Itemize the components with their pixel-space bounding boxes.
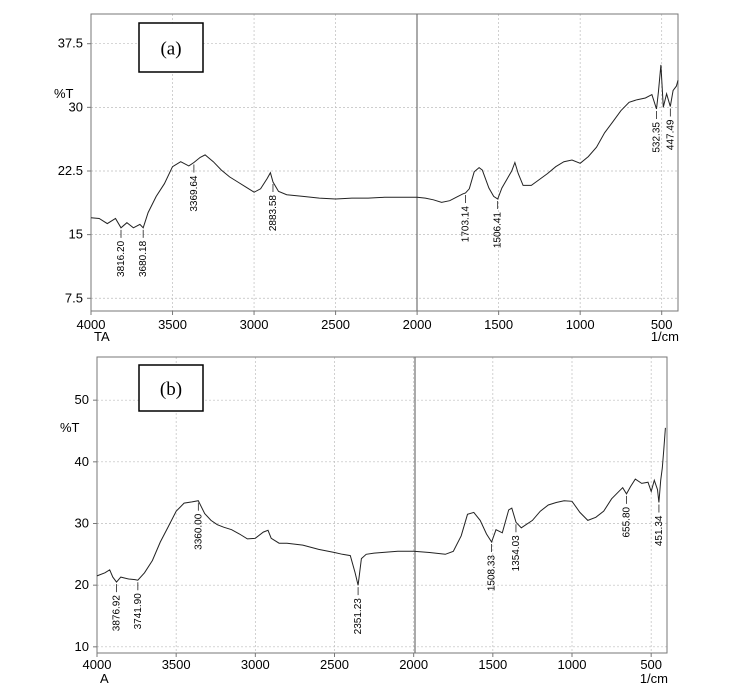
chart-panel-b: 10 20 30 40 50 4000 3500 3000 2500 2000 1500 1000 50… — [60, 356, 668, 686]
x-tick-label: 3000 — [240, 317, 269, 332]
y-axis-label: %T — [60, 420, 80, 435]
peak-label: 3741.90 — [133, 593, 144, 630]
x-axis-label: 1/cm — [651, 329, 679, 344]
x-tick-label: 2000 — [403, 317, 432, 332]
y-tick-label: 37.5 — [58, 36, 83, 51]
peak-label: 3680.18 — [138, 240, 149, 277]
y-tick-label: 30 — [75, 516, 89, 531]
y-tick-label: 50 — [75, 392, 89, 407]
peak-label: 3360.00 — [193, 513, 204, 550]
x-tick-label: 2000 — [399, 657, 428, 672]
x-tick-label: 4000 — [83, 657, 112, 672]
peak-label: 1506.41 — [493, 212, 504, 249]
peak-label: 447.49 — [665, 119, 676, 150]
y-tick-label: 20 — [75, 577, 89, 592]
corner-label: TA — [94, 329, 110, 344]
y-tick-label: 10 — [75, 639, 89, 654]
x-tick-label: 3500 — [162, 657, 191, 672]
peak-label: 3876.92 — [111, 595, 122, 632]
x-tick-label: 1000 — [558, 657, 587, 672]
x-tick-label: 500 — [651, 317, 673, 332]
x-tick-label: 1000 — [566, 317, 595, 332]
x-tick-label: 2500 — [320, 657, 349, 672]
peak-label: 532.35 — [651, 122, 662, 153]
peak-label: 655.80 — [621, 506, 632, 537]
peak-label: 2351.23 — [353, 598, 364, 635]
panel-label: (b) — [160, 379, 182, 400]
chart-panel-a: 7.5 15 22.5 30 37.5 4000 3500 3000 2500 2000 1500 1… — [54, 13, 679, 344]
x-tick-label: 3000 — [241, 657, 270, 672]
peak-label: 2883.58 — [268, 195, 279, 232]
peak-label: 1703.14 — [461, 206, 472, 243]
panel-label: (a) — [160, 39, 181, 60]
y-tick-label: 30 — [69, 99, 83, 114]
plot-frame — [96, 356, 668, 654]
x-tick-label: 2500 — [321, 317, 350, 332]
peak-label: 1354.03 — [511, 535, 522, 572]
x-tick-label: 1500 — [484, 317, 513, 332]
x-tick-label: 500 — [640, 657, 662, 672]
peak-label: 3816.20 — [116, 240, 127, 277]
y-tick-label: 40 — [75, 454, 89, 469]
peak-label: 1508.33 — [487, 555, 498, 592]
x-tick-label: 1500 — [478, 657, 507, 672]
x-tick-label: 3500 — [158, 317, 187, 332]
plot-frame — [90, 13, 679, 312]
corner-label: A — [100, 671, 109, 686]
spectrum-line — [96, 427, 666, 586]
x-tick-label: 4000 — [77, 317, 106, 332]
y-axis-label: %T — [54, 86, 74, 101]
x-axis-label: 1/cm — [640, 671, 668, 686]
panel-label-box — [138, 22, 204, 73]
y-tick-label: 7.5 — [65, 290, 83, 305]
panel-label-box — [138, 364, 204, 412]
peak-label: 3369.64 — [189, 175, 200, 212]
y-tick-label: 22.5 — [58, 163, 83, 178]
y-tick-label: 15 — [69, 227, 83, 242]
spectrum-line — [90, 64, 679, 229]
peak-label: 451.34 — [654, 515, 665, 546]
